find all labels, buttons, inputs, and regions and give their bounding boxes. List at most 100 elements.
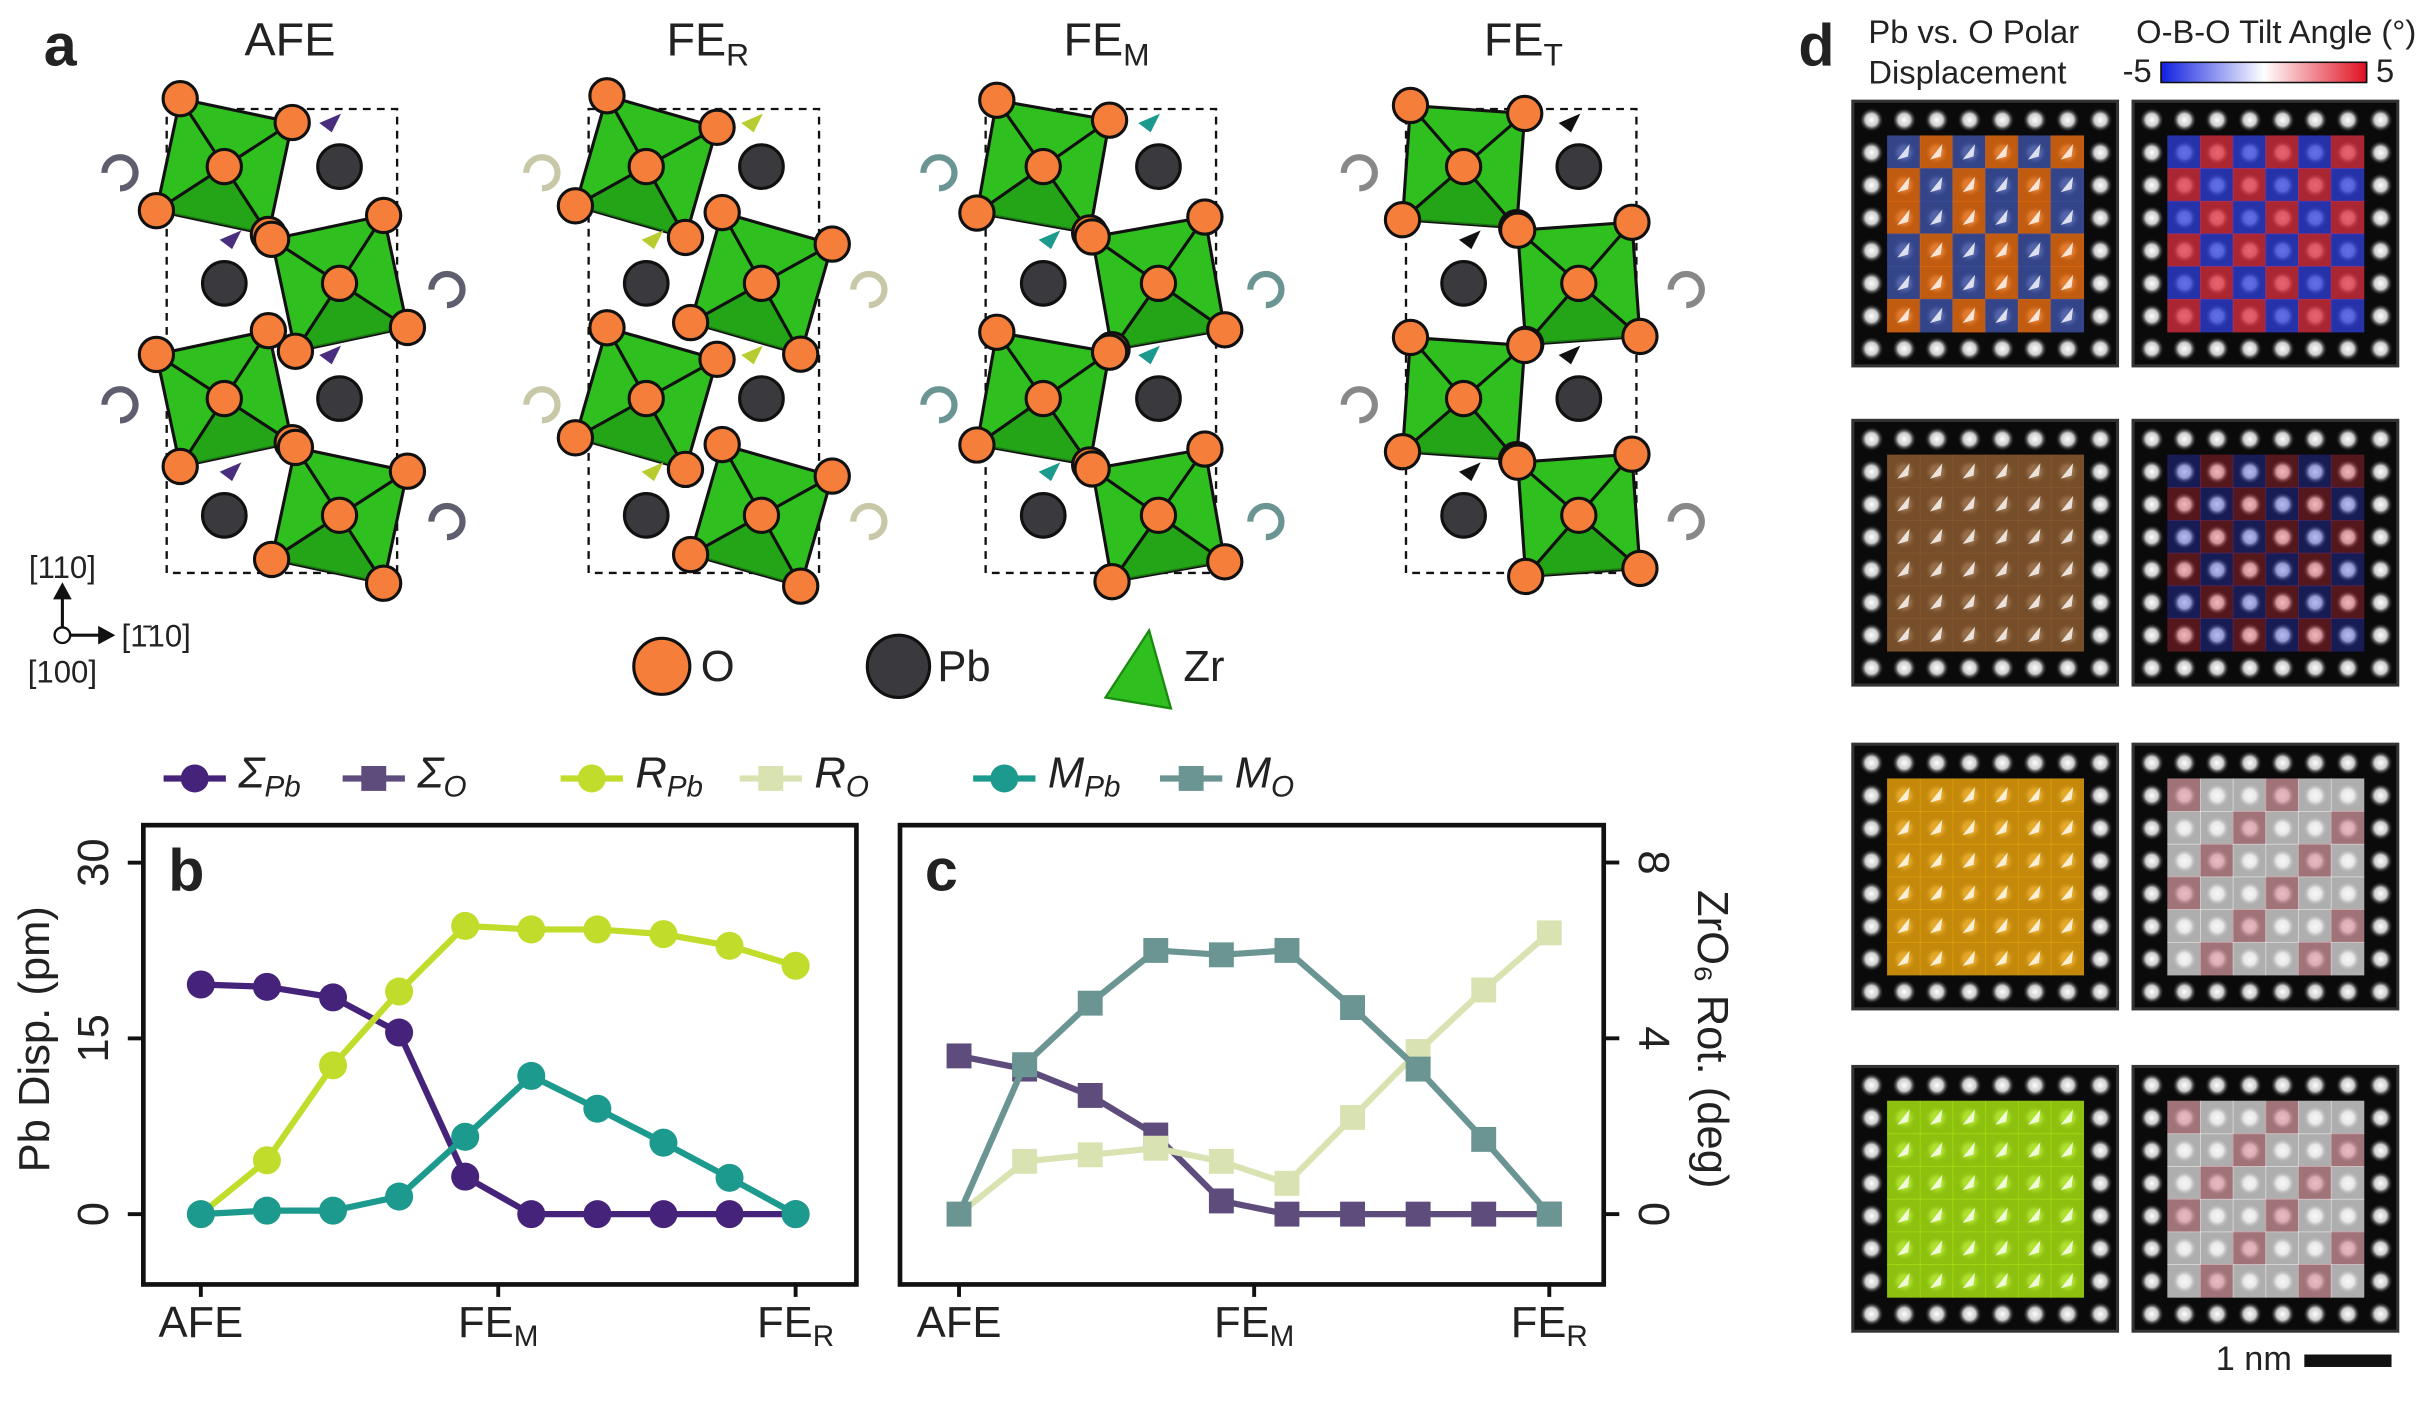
oxygen <box>978 313 1016 351</box>
atom-column <box>2368 270 2394 296</box>
overlay-cell <box>2265 909 2299 943</box>
marker <box>1208 1148 1234 1174</box>
overlay-cell <box>2298 1166 2332 1200</box>
polar-arrow <box>1962 495 1976 512</box>
y-axis-label: ZrO₆ Rot. (deg) <box>1688 890 1736 1188</box>
atom-column <box>2302 1072 2328 1098</box>
atom-column <box>2368 1268 2394 1294</box>
atom-column <box>2368 1105 2394 1131</box>
marker <box>1536 920 1562 946</box>
polar-arrow <box>2060 626 2074 643</box>
atom-column <box>2204 1072 2230 1098</box>
oxygen <box>671 535 710 574</box>
atom-column <box>2302 750 2328 776</box>
polar-arrow <box>2027 593 2041 610</box>
atom-column <box>2204 107 2230 133</box>
overlay-cell <box>2200 618 2234 652</box>
oxygen <box>252 540 291 579</box>
octahedron-face <box>1525 515 1640 577</box>
overlay-cell <box>2200 1264 2234 1298</box>
oxygen <box>1090 333 1129 371</box>
atom-column <box>2270 557 2295 583</box>
atom-column <box>2204 491 2230 517</box>
atom-column <box>2368 238 2394 264</box>
polar-arrow <box>1962 1240 1976 1256</box>
polar-arrow <box>2027 852 2041 868</box>
octahedron-face <box>575 398 686 470</box>
image-tile <box>2131 418 2400 687</box>
overlay-cell <box>2167 876 2201 911</box>
rotation-arrow <box>101 386 139 424</box>
overlay-cell <box>2167 266 2201 300</box>
oxygen <box>276 332 315 370</box>
overlay-cell <box>2167 778 2201 812</box>
polar-arrow <box>2027 307 2041 324</box>
atom-column <box>2368 426 2394 452</box>
overlay-cell <box>2167 1231 2201 1265</box>
lead <box>1135 375 1182 422</box>
atom-column <box>2139 459 2165 485</box>
marker <box>1012 1052 1038 1078</box>
polar-arrow <box>2027 1240 2041 1256</box>
colorbar-tick-label: 5 <box>2376 52 2394 89</box>
oxygen <box>273 103 311 142</box>
polar-arrow <box>1929 242 1943 258</box>
polar-arrow <box>1897 176 1910 193</box>
atom-column <box>2204 336 2230 362</box>
atom-column <box>2022 1072 2048 1098</box>
x-tick-label-sub: M <box>1270 1320 1295 1353</box>
marker <box>1274 937 1300 963</box>
rotation-arrow <box>920 154 958 192</box>
atom-column <box>1924 655 1950 681</box>
oxygen <box>1073 450 1111 488</box>
polar-arrow <box>1962 176 1976 193</box>
overlay-cell <box>2265 941 2299 976</box>
overlay-cell <box>2330 135 2365 169</box>
axis-label: [100] <box>28 654 97 689</box>
structure-title-main: AFE <box>245 14 336 66</box>
overlay-cell <box>2330 1198 2365 1233</box>
atom-column <box>1891 979 1917 1005</box>
atom-column <box>2335 979 2361 1005</box>
atom-column <box>2022 107 2048 133</box>
overlay-cell <box>2298 168 2332 202</box>
rotation-arrow <box>1247 270 1285 309</box>
overlay-cell <box>2298 876 2332 911</box>
overlay-cell <box>2265 585 2299 619</box>
oxygen <box>698 340 736 379</box>
oxygen <box>205 379 243 418</box>
marker <box>1340 1201 1365 1227</box>
oxygen <box>320 496 359 535</box>
atom-column <box>2302 979 2328 1005</box>
overlay-cell <box>2265 1198 2299 1233</box>
atom-column <box>2302 336 2328 362</box>
oxygen <box>364 196 403 235</box>
legend-label-main: M <box>1235 749 1272 797</box>
overlay-cell <box>2330 1264 2365 1298</box>
overlay-cell <box>2200 298 2234 333</box>
rotation-arrow <box>850 270 888 309</box>
atom-column <box>2139 655 2165 681</box>
marker <box>1077 1083 1103 1108</box>
atom-column <box>2368 1072 2394 1098</box>
atom-column <box>2139 1268 2165 1294</box>
atom-column <box>2237 655 2263 681</box>
image-tile <box>1851 742 2120 1011</box>
atom-column <box>2171 426 2197 452</box>
atom-column <box>2139 815 2165 841</box>
atom-column <box>2139 1138 2165 1164</box>
polar-arrow <box>2060 787 2074 803</box>
overlay-cell <box>2298 1264 2332 1298</box>
marker <box>1340 1104 1365 1130</box>
legend-label-main: Σ <box>237 749 266 797</box>
displacement-arrow <box>1458 230 1481 250</box>
octahedron-face <box>295 283 408 352</box>
series-line <box>956 947 1552 1217</box>
atom-column <box>2237 979 2263 1005</box>
atom-column <box>2270 491 2295 517</box>
atom-column <box>2335 524 2361 550</box>
overlay-cell <box>2298 552 2332 587</box>
marker <box>517 1200 546 1229</box>
marker <box>252 1196 281 1225</box>
